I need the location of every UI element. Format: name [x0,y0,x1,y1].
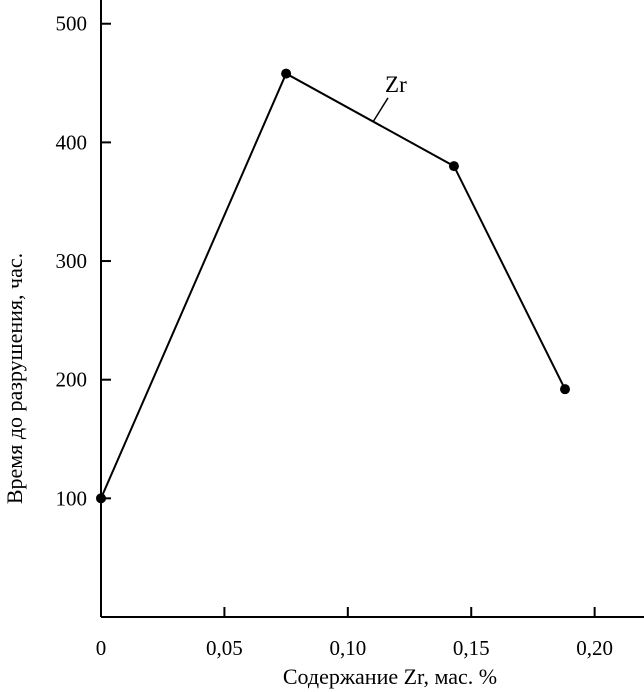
x-tick-label: 0,15 [453,636,490,660]
axes [100,0,644,618]
y-tick-label: 400 [56,130,88,154]
x-ticks: 0 0,05 0,10 0,15 0,20 [96,607,613,660]
y-tick-label: 100 [56,486,88,510]
data-point [281,68,292,79]
y-tick-label: 500 [56,12,88,36]
x-axis-title: Содержание Zr, мас. % [283,664,497,689]
x-tick-label: 0,10 [329,636,366,660]
series-line [100,72,566,499]
y-tick-label: 200 [56,368,88,392]
series-layer: Zr [96,68,571,504]
data-point [96,493,106,504]
series-label-leader [372,97,389,123]
x-tick-label: 0,05 [206,636,243,660]
y-ticks: 100 200 300 400 500 [56,12,111,510]
y-axis-title: Время до разрушения, час. [2,253,27,504]
x-tick-label: 0,20 [576,636,613,660]
x-tick-label: 0 [96,636,107,660]
data-point [560,384,571,395]
data-point [448,161,459,172]
series-label: Zr [385,72,407,97]
y-tick-label: 300 [56,249,88,273]
